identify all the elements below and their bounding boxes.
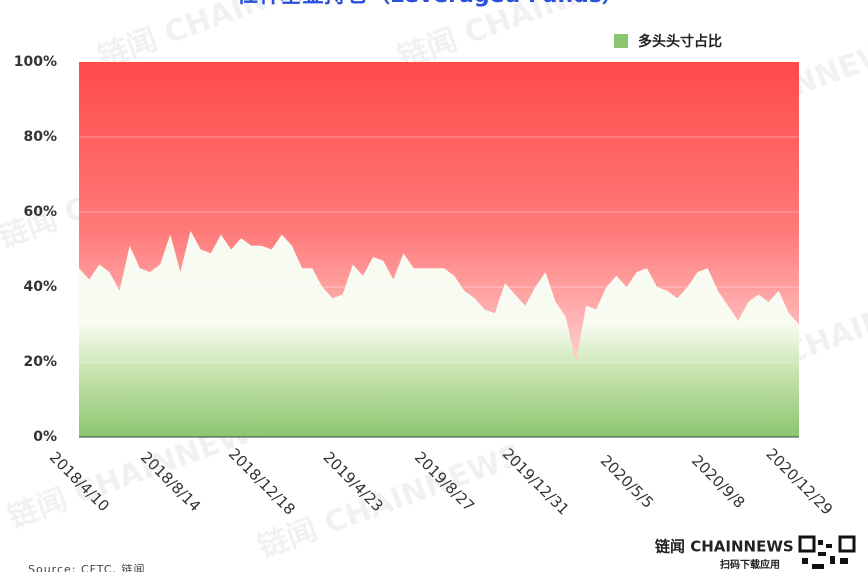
x-tick-label: 2020/12/29 <box>762 445 836 519</box>
y-tick-label: 60% <box>23 204 57 220</box>
x-tick-label: 2019/12/31 <box>499 445 573 519</box>
brand: 链闻 CHAINNEWS <box>655 538 794 556</box>
y-tick-label: 40% <box>23 279 57 295</box>
y-tick-label: 20% <box>23 354 57 370</box>
chart-title: 杠杆基金持仓（Leveraged Funds） <box>236 0 624 8</box>
y-tick-label: 80% <box>23 129 57 145</box>
plot <box>79 230 799 437</box>
y-tick-label: 100% <box>14 54 57 70</box>
source: Source: CFTC, 链闻 <box>28 562 146 572</box>
area <box>79 230 799 437</box>
x-tick-label: 2018/12/18 <box>225 445 299 519</box>
brand-caption: 扫码下载应用 <box>720 558 780 571</box>
legend-swatch <box>614 34 628 48</box>
qr-code <box>798 535 856 572</box>
y-tick-label: 0% <box>33 429 57 445</box>
x-tick-label: 2020/5/5 <box>597 451 657 511</box>
x-tick-label: 2020/9/8 <box>688 451 748 511</box>
legend-label: 多头头寸占比 <box>638 33 722 50</box>
